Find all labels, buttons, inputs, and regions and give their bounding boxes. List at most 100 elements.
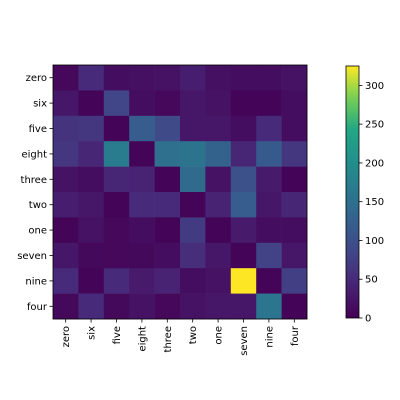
heatmap-cell — [78, 293, 105, 320]
heatmap-cell — [78, 65, 105, 91]
heatmap-cell — [53, 65, 79, 91]
heatmap-cell — [78, 268, 105, 294]
heatmap-cell — [129, 65, 155, 91]
heatmap-cell — [281, 166, 308, 193]
heatmap-cell — [205, 141, 232, 167]
heatmap-cell — [281, 115, 308, 142]
heatmap-cell — [180, 115, 206, 142]
heatmap-cell — [154, 268, 181, 294]
heatmap-cell — [103, 65, 130, 91]
heatmap-cell — [78, 242, 105, 269]
heatmap-cell — [230, 293, 257, 320]
y-axis: zero six five eight three two one seven nine four — [17, 73, 53, 313]
heatmap-cell — [230, 268, 257, 294]
heatmap-cell — [230, 192, 257, 218]
heatmap-cell — [180, 268, 206, 294]
heatmap-cell — [53, 141, 79, 167]
heatmap-cell — [103, 242, 130, 269]
x-tick-label: nine — [264, 326, 275, 348]
heatmap-cell — [205, 217, 232, 244]
heatmap-cell — [154, 90, 181, 117]
heatmap-cell — [180, 90, 206, 117]
colorbar-tick-label: 50 — [365, 275, 378, 286]
heatmap-cell — [103, 141, 130, 167]
heatmap-cell — [78, 115, 105, 142]
heatmap-cell — [281, 141, 308, 167]
x-tick-label: four — [290, 325, 301, 346]
y-tick-label: nine — [25, 276, 47, 287]
heatmap-cell — [129, 141, 155, 167]
x-tick-label: two — [188, 326, 199, 344]
x-tick-label: five — [112, 326, 123, 344]
heatmap-cell — [103, 90, 130, 117]
colorbar-tick-label: 150 — [365, 197, 384, 208]
colorbar: 0 50 100 150 200 250 300 — [345, 65, 384, 325]
y-tick-label: seven — [17, 251, 47, 262]
heatmap-cell — [281, 192, 308, 218]
heatmap-cell — [230, 217, 257, 244]
x-tick-label: eight — [137, 326, 148, 352]
heatmap-cells — [53, 65, 308, 320]
heatmap-cell — [53, 242, 79, 269]
heatmap-cell — [103, 166, 130, 193]
x-tick-label: three — [163, 326, 174, 352]
heatmap-cell — [230, 65, 257, 91]
heatmap-cell — [154, 166, 181, 193]
heatmap-cell — [256, 268, 282, 294]
colorbar-gradient — [345, 65, 360, 319]
heatmap-cell — [129, 166, 155, 193]
x-tick-label: one — [214, 326, 225, 345]
heatmap-cell — [256, 242, 282, 269]
heatmap-cell — [230, 242, 257, 269]
heatmap-cell — [103, 268, 130, 294]
colorbar-tick-label: 250 — [365, 120, 384, 131]
heatmap-cell — [256, 90, 282, 117]
heatmap-cell — [205, 242, 232, 269]
heatmap-cell — [53, 293, 79, 320]
y-tick-label: six — [33, 99, 47, 110]
heatmap-cell — [230, 141, 257, 167]
heatmap-cell — [281, 268, 308, 294]
heatmap-cell — [205, 166, 232, 193]
heatmap-cell — [256, 293, 282, 320]
heatmap-cell — [180, 141, 206, 167]
heatmap-cell — [154, 115, 181, 142]
heatmap-cell — [256, 166, 282, 193]
heatmap-cell — [53, 166, 79, 193]
heatmap-cell — [256, 115, 282, 142]
heatmap-cell — [129, 90, 155, 117]
y-tick-label: three — [21, 175, 47, 186]
y-tick-label: zero — [26, 73, 47, 84]
heatmap-cell — [78, 192, 105, 218]
heatmap-cell — [281, 242, 308, 269]
heatmap-cell — [154, 65, 181, 91]
heatmap-cell — [154, 242, 181, 269]
colorbar-tick-label: 300 — [365, 81, 384, 92]
heatmap-cell — [53, 268, 79, 294]
heatmap-cell — [180, 65, 206, 91]
heatmap-cell — [205, 293, 232, 320]
heatmap-cell — [53, 90, 79, 117]
heatmap-cell — [154, 217, 181, 244]
y-tick-label: two — [29, 200, 47, 211]
heatmap-cell — [256, 217, 282, 244]
y-tick-label: one — [28, 226, 47, 237]
x-tick-label: six — [87, 326, 98, 340]
x-tick-label: seven — [239, 326, 250, 356]
heatmap-cell — [78, 141, 105, 167]
heatmap-cell — [281, 217, 308, 244]
heatmap-cell — [78, 166, 105, 193]
y-tick-label: five — [29, 124, 47, 135]
x-tick-label: zero — [61, 326, 72, 347]
heatmap-cell — [154, 192, 181, 218]
heatmap-cell — [205, 192, 232, 218]
heatmap-cell — [230, 90, 257, 117]
heatmap-cell — [281, 90, 308, 117]
colorbar-tick-label: 0 — [365, 314, 371, 325]
heatmap-frame — [52, 64, 308, 320]
heatmap-cell — [103, 293, 130, 320]
heatmap-cell — [281, 293, 308, 320]
heatmap-cell — [205, 65, 232, 91]
heatmap-cell — [154, 293, 181, 320]
